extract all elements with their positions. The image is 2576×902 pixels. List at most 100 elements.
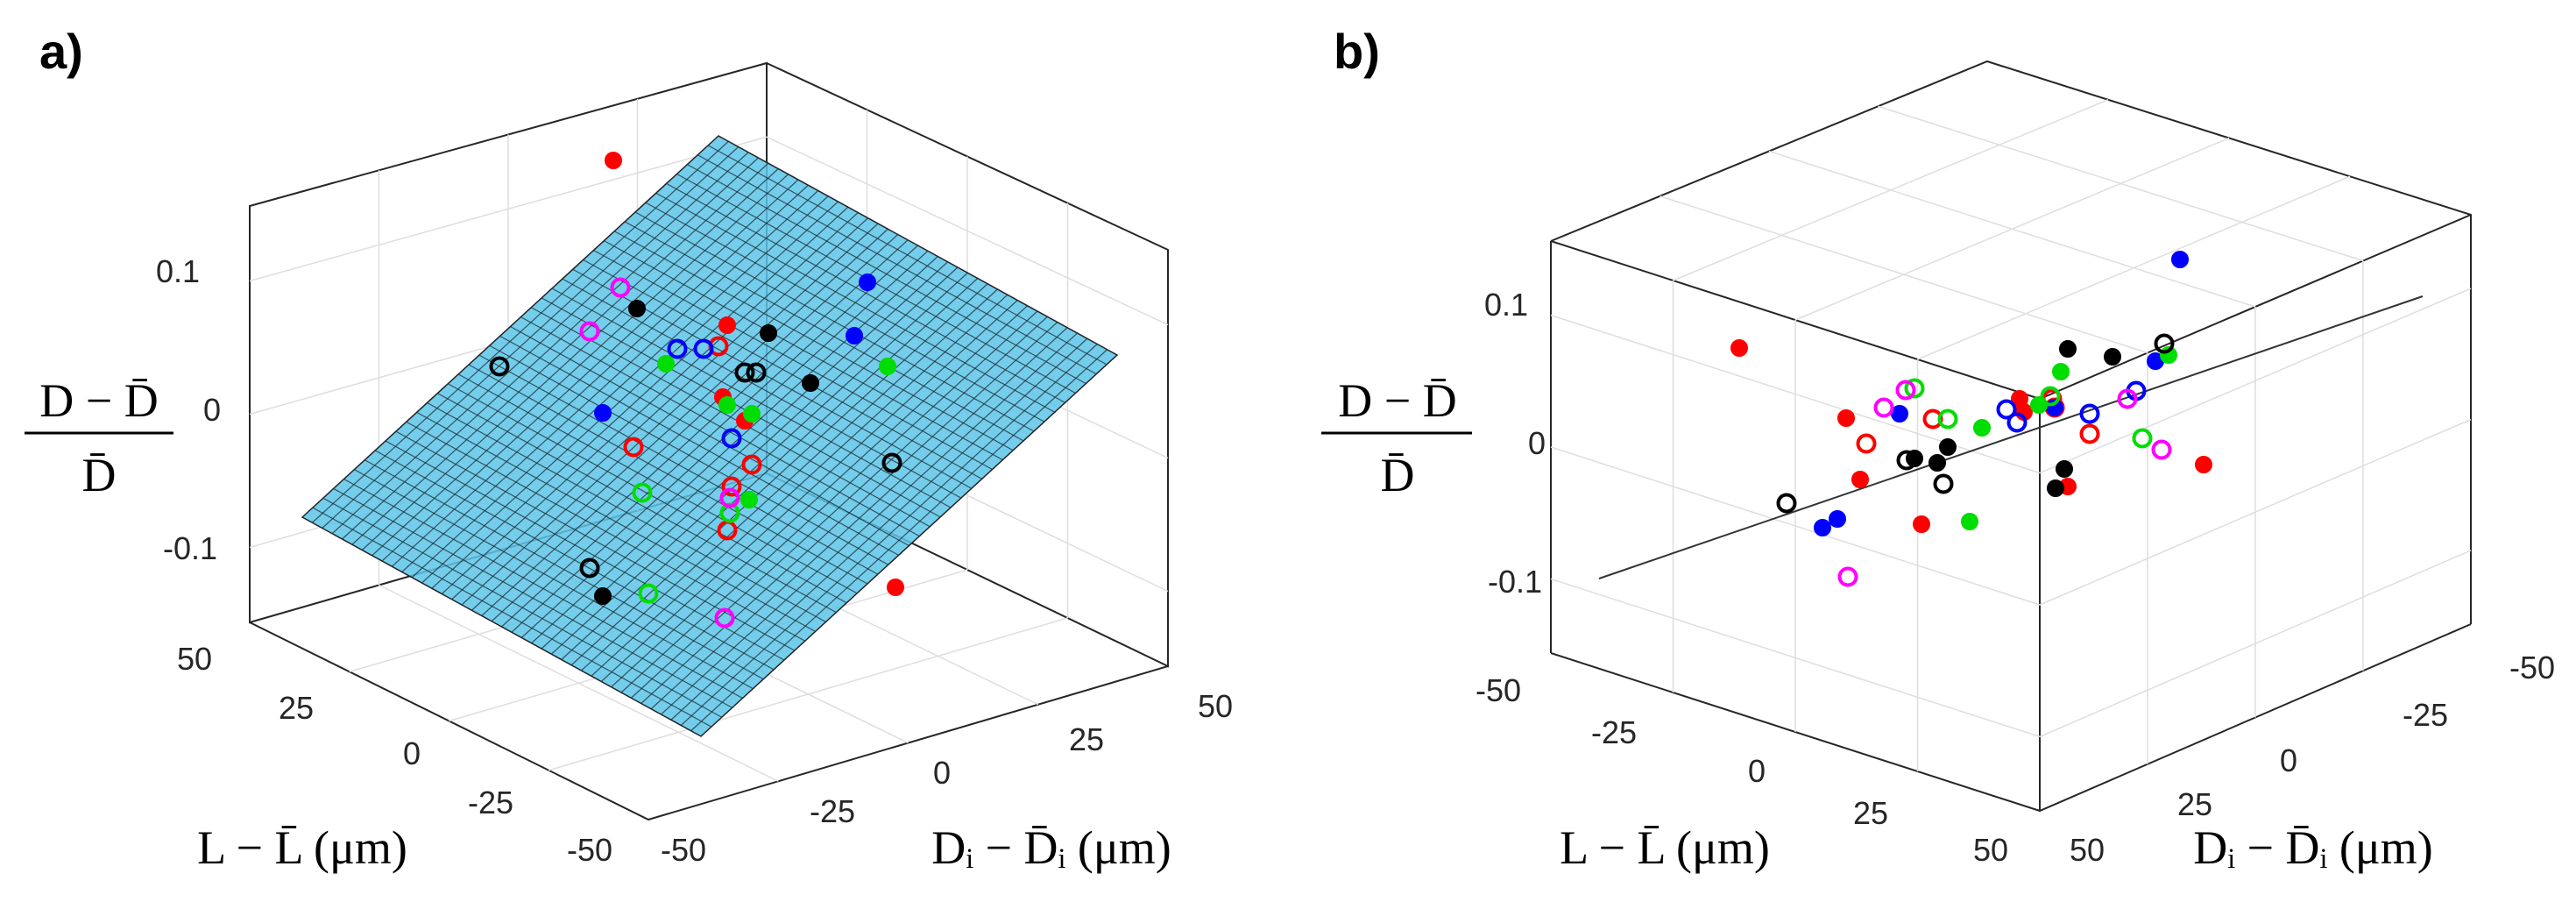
data-point-green-filled <box>657 355 675 373</box>
y-tick-label: 0 <box>933 755 951 791</box>
x-tick-label: 50 <box>1973 832 2008 868</box>
z-tick-label: -0.1 <box>163 530 217 566</box>
grid-line <box>766 136 1169 326</box>
surface-mesh-line <box>697 154 1097 375</box>
data-point-black-open <box>579 558 600 579</box>
z-tick-label: 0.1 <box>156 253 200 289</box>
x-axis-label: L − L̄ (μm) <box>1560 821 1770 874</box>
surface-mesh-line <box>640 322 1058 704</box>
surface-mesh-line <box>581 288 998 671</box>
z-tick-label: -0.1 <box>1488 564 1542 600</box>
x-tick-label: -25 <box>468 785 513 820</box>
data-point-red-open <box>2079 423 2100 444</box>
y-axis-label: Dᵢ − D̄ᵢ (μm) <box>2193 821 2433 874</box>
data-point-red-filled <box>887 579 904 596</box>
data-point-black-filled <box>2056 460 2073 478</box>
data-point-black-filled <box>760 324 777 342</box>
data-point-blue-open <box>721 428 742 449</box>
data-point-blue-filled <box>594 404 612 422</box>
data-point-black-filled <box>2047 479 2064 497</box>
data-point-red-filled <box>1730 339 1748 357</box>
panel-b: b) 0.1 0 -0.1 -50 -25 0 25 50 -50 -25 0 … <box>1321 24 2555 874</box>
data-point-magenta-open <box>719 487 740 508</box>
data-point-magenta-open <box>610 277 631 298</box>
surface-mesh-line <box>541 297 941 518</box>
surface-mesh-line <box>620 310 1038 693</box>
surface-mesh-line <box>624 221 1024 442</box>
data-point-red-filled <box>1913 515 1930 533</box>
data-point-blue-open <box>693 338 714 359</box>
data-point-black-open <box>1933 473 1954 494</box>
data-point-blue-open <box>2079 403 2100 424</box>
data-point-magenta-open <box>2151 439 2172 460</box>
surface-mesh-line <box>562 278 962 499</box>
data-point-black-open <box>489 356 510 377</box>
data-point-black-open <box>746 362 767 383</box>
x-tick-label: 0 <box>403 735 421 771</box>
surface-mesh-line <box>630 316 1048 699</box>
surface-mesh-line <box>655 192 1056 413</box>
surface-mesh-line <box>634 211 1035 432</box>
x-axis-label: L − L̄ (μm) <box>197 821 407 874</box>
surface-mesh-line <box>613 231 1014 451</box>
data-point-black-open <box>1896 450 1917 471</box>
y-tick-label: 50 <box>2070 832 2105 868</box>
data-point-black-filled <box>2104 348 2121 366</box>
surface-mesh-line <box>570 283 988 666</box>
grid-line <box>2039 550 2472 738</box>
z-axis-label-denominator: D̄ <box>82 449 117 501</box>
y-tick-label: 50 <box>1198 688 1233 724</box>
surface-mesh-line <box>600 300 1018 682</box>
surface-mesh-line <box>680 344 1098 726</box>
z-tick-label: 0 <box>203 392 221 428</box>
data-point-magenta-open <box>714 607 735 629</box>
surface-mesh-line <box>561 278 979 660</box>
data-point-green-filled <box>718 396 736 414</box>
x-tick-label: -25 <box>1591 714 1637 750</box>
surface-mesh-line <box>520 316 920 537</box>
grid-lines <box>1550 99 2472 771</box>
x-tick-label: 0 <box>1748 753 1766 789</box>
grid-line <box>1917 175 2351 360</box>
data-point-green-filled <box>2052 363 2070 380</box>
z-tick-label: 0 <box>1528 425 1546 461</box>
data-point-blue-filled <box>859 273 876 291</box>
data-point-green-open <box>2132 428 2153 449</box>
y-tick-label: 25 <box>2177 786 2212 822</box>
grid-line <box>2039 418 2472 606</box>
data-point-black-filled <box>1928 454 1946 472</box>
data-point-blue-filled <box>846 327 863 344</box>
box-back-edges <box>1550 60 2472 624</box>
data-point-blue-filled <box>1814 519 1831 536</box>
data-point-red-open <box>721 476 742 497</box>
data-point-magenta-open <box>579 321 600 342</box>
surface-mesh-line <box>666 182 1065 403</box>
data-point-black-filled <box>1939 438 1957 456</box>
data-point-black-filled <box>628 300 646 317</box>
x-tick-label: 25 <box>279 690 314 726</box>
y-tick-label: -50 <box>661 832 706 868</box>
surface-mesh-line <box>530 307 931 528</box>
grid-line <box>1878 105 2364 262</box>
data-point-magenta-open <box>1895 380 1916 401</box>
surface-mesh-line <box>611 305 1029 688</box>
x-tick-label: 25 <box>1853 795 1888 831</box>
data-point-green-open <box>1937 408 1958 430</box>
surface-mesh-line <box>670 337 1088 721</box>
data-point-green-open <box>632 482 653 503</box>
data-point-magenta-open <box>1873 397 1894 418</box>
data-point-red-filled <box>1837 409 1855 427</box>
data-point-green-filled <box>879 358 896 375</box>
data-point-blue-open <box>2006 412 2028 433</box>
data-point-blue-filled <box>1829 510 1846 528</box>
y-tick-label: -25 <box>810 793 855 829</box>
data-point-red-filled <box>605 152 622 169</box>
surface-mesh-line <box>661 332 1078 715</box>
surface-mesh-line <box>531 261 949 644</box>
surface-mesh-line <box>583 259 982 479</box>
data-point-red-open <box>741 454 762 475</box>
surface-mesh-line <box>707 145 1108 366</box>
data-point-green-open <box>1904 378 1925 399</box>
data-points <box>1730 251 2212 587</box>
